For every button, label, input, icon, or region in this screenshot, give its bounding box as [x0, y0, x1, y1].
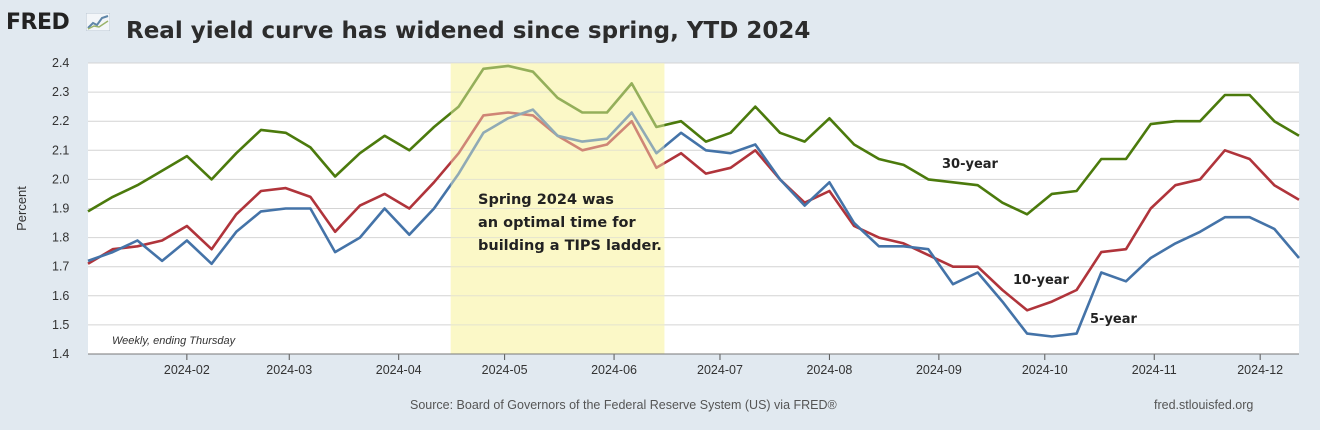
- annotation-line: building a TIPS ladder.: [478, 238, 662, 254]
- fred-logo[interactable]: FRED: [6, 10, 70, 35]
- series-label-30-year: 30-year: [942, 157, 999, 172]
- series-label-10-year: 10-year: [1013, 273, 1070, 288]
- y-tick-label: 1.5: [52, 318, 69, 332]
- x-tick-label: 2024-04: [376, 363, 422, 377]
- y-tick-label: 2.1: [52, 143, 69, 157]
- x-tick-label: 2024-07: [697, 363, 743, 377]
- gridlines: [88, 62, 1299, 326]
- y-tick-label: 1.8: [52, 231, 69, 245]
- x-tick-label: 2024-06: [591, 363, 637, 377]
- source-link[interactable]: fred.stlouisfed.org: [1154, 398, 1254, 412]
- y-tick-label: 2.2: [52, 114, 69, 128]
- y-tick-label: 1.4: [52, 347, 69, 361]
- series-line-5-year: [87, 108, 1300, 338]
- x-tick-label: 2024-11: [1132, 363, 1177, 377]
- x-tick-label: 2024-08: [806, 363, 852, 377]
- y-tick-label: 2.3: [52, 85, 69, 99]
- fred-chart-icon: [86, 13, 110, 31]
- x-tick-label: 2024-12: [1237, 363, 1283, 377]
- annotation-line: an optimal time for: [478, 215, 636, 231]
- y-tick-label: 1.6: [52, 289, 69, 303]
- x-tick-label: 2024-09: [916, 363, 962, 377]
- series-lines: [87, 64, 1300, 338]
- highlight-overlay: [450, 63, 665, 354]
- y-tick-label: 2.4: [52, 56, 69, 70]
- y-axis: 1.4 1.5 1.6 1.7 1.8 1.9 2.0 2.1 2.2 2.3 2.4: [52, 56, 69, 361]
- x-tick-label: 2024-05: [482, 363, 528, 377]
- header: FRED Real yield curve has widened since …: [0, 0, 1320, 56]
- series-label-5-year: 5-year: [1090, 312, 1138, 327]
- chart-title: Real yield curve has widened since sprin…: [126, 18, 811, 44]
- x-tick-label: 2024-02: [164, 363, 210, 377]
- y-axis-label: Percent: [14, 186, 29, 231]
- y-tick-label: 2.0: [52, 172, 69, 186]
- annotation-line: Spring 2024 was: [478, 192, 614, 208]
- x-tick-label: 2024-10: [1022, 363, 1068, 377]
- annotation-text: Spring 2024 was an optimal time for buildi…: [478, 192, 662, 254]
- y-tick-label: 1.7: [52, 260, 69, 274]
- frequency-note: Weekly, ending Thursday: [112, 335, 237, 347]
- x-axis: 2024-02 2024-03 2024-04 2024-05 2024-06 2024-…: [164, 354, 1283, 377]
- y-tick-label: 1.9: [52, 202, 69, 216]
- x-tick-label: 2024-03: [266, 363, 312, 377]
- series-line-10-year: [87, 111, 1300, 312]
- source-note: Source: Board of Governors of the Federa…: [410, 398, 837, 412]
- series-line-30-year: [87, 64, 1300, 216]
